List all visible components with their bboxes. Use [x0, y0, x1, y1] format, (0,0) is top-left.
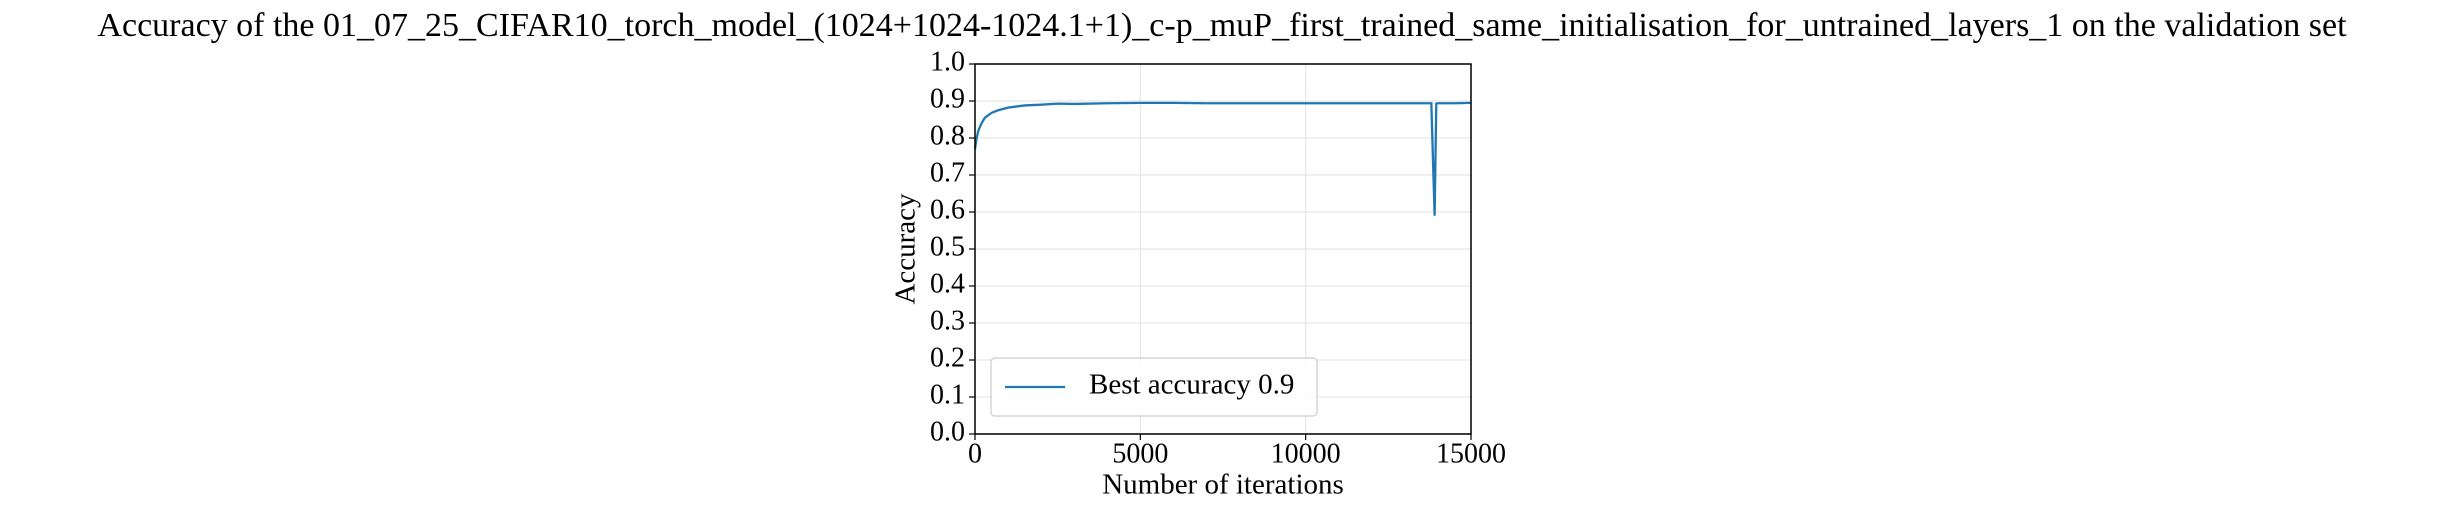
x-tick-label: 0: [968, 438, 982, 469]
y-tick-label: 1.0: [930, 46, 965, 77]
x-tick-label: 15000: [1436, 438, 1506, 469]
y-tick-label: 0.5: [930, 231, 965, 262]
y-tick-label: 0.2: [930, 342, 965, 373]
legend-box: [990, 357, 1318, 417]
plot-frame: [974, 63, 1472, 435]
y-axis-label: Accuracy: [890, 193, 922, 305]
y-tick-label: 0.9: [930, 83, 965, 114]
y-tick-label: 0.1: [930, 379, 965, 410]
legend-label: Best accuracy 0.9: [1089, 369, 1294, 401]
x-axis-label: Number of iterations: [1102, 469, 1344, 501]
data-line: [973, 101, 1472, 216]
y-tick-label: 0.3: [930, 305, 965, 336]
y-tick-label: 0.4: [930, 268, 965, 299]
y-tick-label: 0.7: [930, 157, 965, 188]
x-tick-label: 10000: [1271, 438, 1341, 469]
x-tick-label: 5000: [1112, 438, 1168, 469]
y-tick-label: 0.8: [930, 120, 965, 151]
y-tick-label: 0.0: [930, 416, 965, 447]
y-tick-label: 0.6: [930, 194, 965, 225]
chart-title: Accuracy of the 01_07_25_CIFAR10_torch_m…: [97, 7, 2347, 44]
